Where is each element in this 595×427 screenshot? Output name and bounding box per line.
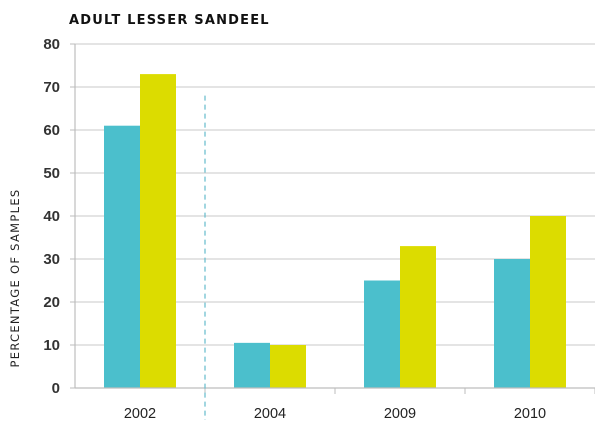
bar-2010-series-1 <box>494 259 530 388</box>
axes <box>70 43 595 420</box>
bars <box>104 74 566 388</box>
y-tick-label-70: 70 <box>43 79 60 96</box>
y-tick-label-40: 40 <box>43 208 60 225</box>
bar-2009-series-1 <box>364 280 400 388</box>
x-tick-label-2009: 2009 <box>384 406 416 422</box>
bar-2002-series-1 <box>104 125 140 388</box>
y-tick-label-60: 60 <box>43 122 60 139</box>
bar-2009-series-2 <box>400 246 436 388</box>
y-tick-label-0: 0 <box>52 380 60 397</box>
bar-2002-series-2 <box>140 74 176 388</box>
y-tick-label-20: 20 <box>43 294 60 311</box>
y-tick-label-80: 80 <box>43 36 60 53</box>
tick-labels: 0 10 20 30 40 50 60 70 80 2002 2004 2009 2010 <box>43 36 546 422</box>
y-tick-label-50: 50 <box>43 165 60 182</box>
chart-title: ADULT LESSER SANDEEL <box>69 13 270 28</box>
y-tick-label-30: 30 <box>43 251 60 268</box>
bar-2004-series-1 <box>234 342 270 388</box>
bar-2004-series-2 <box>270 345 306 388</box>
x-tick-label-2010: 2010 <box>514 406 546 422</box>
y-tick-label-10: 10 <box>43 337 60 354</box>
bar-2010-series-2 <box>530 216 566 388</box>
y-axis-label: PERCENTAGE OF SAMPLES <box>8 189 22 368</box>
x-tick-label-2002: 2002 <box>124 406 156 422</box>
x-tick-label-2004: 2004 <box>254 406 286 422</box>
